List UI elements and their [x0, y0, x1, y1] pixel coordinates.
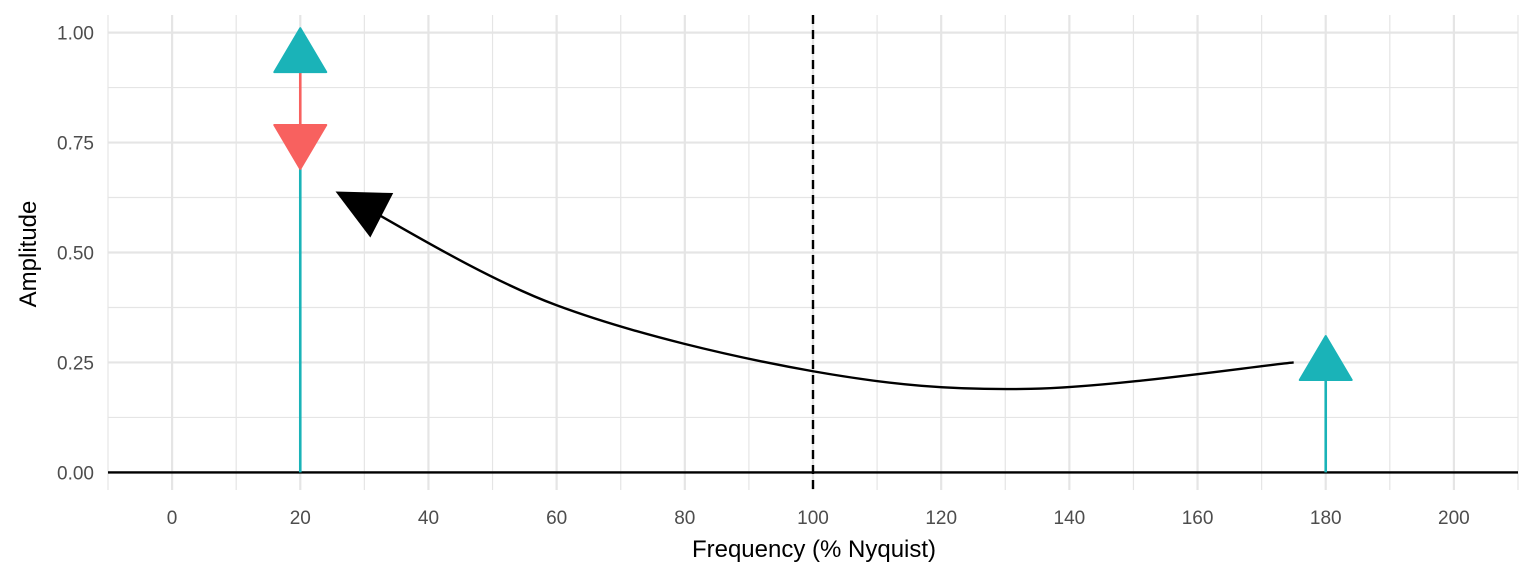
y-axis-title: Amplitude [15, 201, 42, 308]
y-tick-label: 0.25 [57, 353, 94, 374]
major-grid [108, 15, 1518, 490]
triangle-up-marker [1298, 335, 1353, 382]
x-tick-label: 120 [925, 508, 957, 529]
x-tick-label: 60 [546, 508, 567, 529]
y-tick-label: 0.00 [57, 463, 94, 484]
x-tick-label: 160 [1182, 508, 1214, 529]
y-tick-label: 0.75 [57, 134, 94, 155]
x-tick-label: 100 [797, 508, 829, 529]
x-tick-labels: 0 20 40 60 80 100 120 140 160 180 200 [167, 508, 1470, 529]
y-tick-label: 1.00 [57, 24, 94, 45]
alias-arrow-curve [350, 198, 1294, 391]
x-tick-label: 0 [167, 508, 178, 529]
y-tick-labels: 0.00 0.25 0.50 0.75 1.00 [57, 24, 94, 485]
triangle-down-marker [273, 123, 328, 170]
chart-marks [273, 27, 1353, 473]
x-axis-title: Frequency (% Nyquist) [692, 536, 936, 563]
x-tick-label: 200 [1438, 508, 1470, 529]
triangle-up-marker [273, 27, 328, 74]
y-tick-label: 0.50 [57, 244, 94, 265]
x-tick-label: 20 [290, 508, 311, 529]
x-tick-label: 180 [1310, 508, 1342, 529]
x-tick-label: 80 [674, 508, 695, 529]
reference-lines [108, 15, 1518, 490]
x-tick-label: 140 [1054, 508, 1086, 529]
x-tick-label: 40 [418, 508, 439, 529]
alias-arrow-head [335, 191, 394, 238]
